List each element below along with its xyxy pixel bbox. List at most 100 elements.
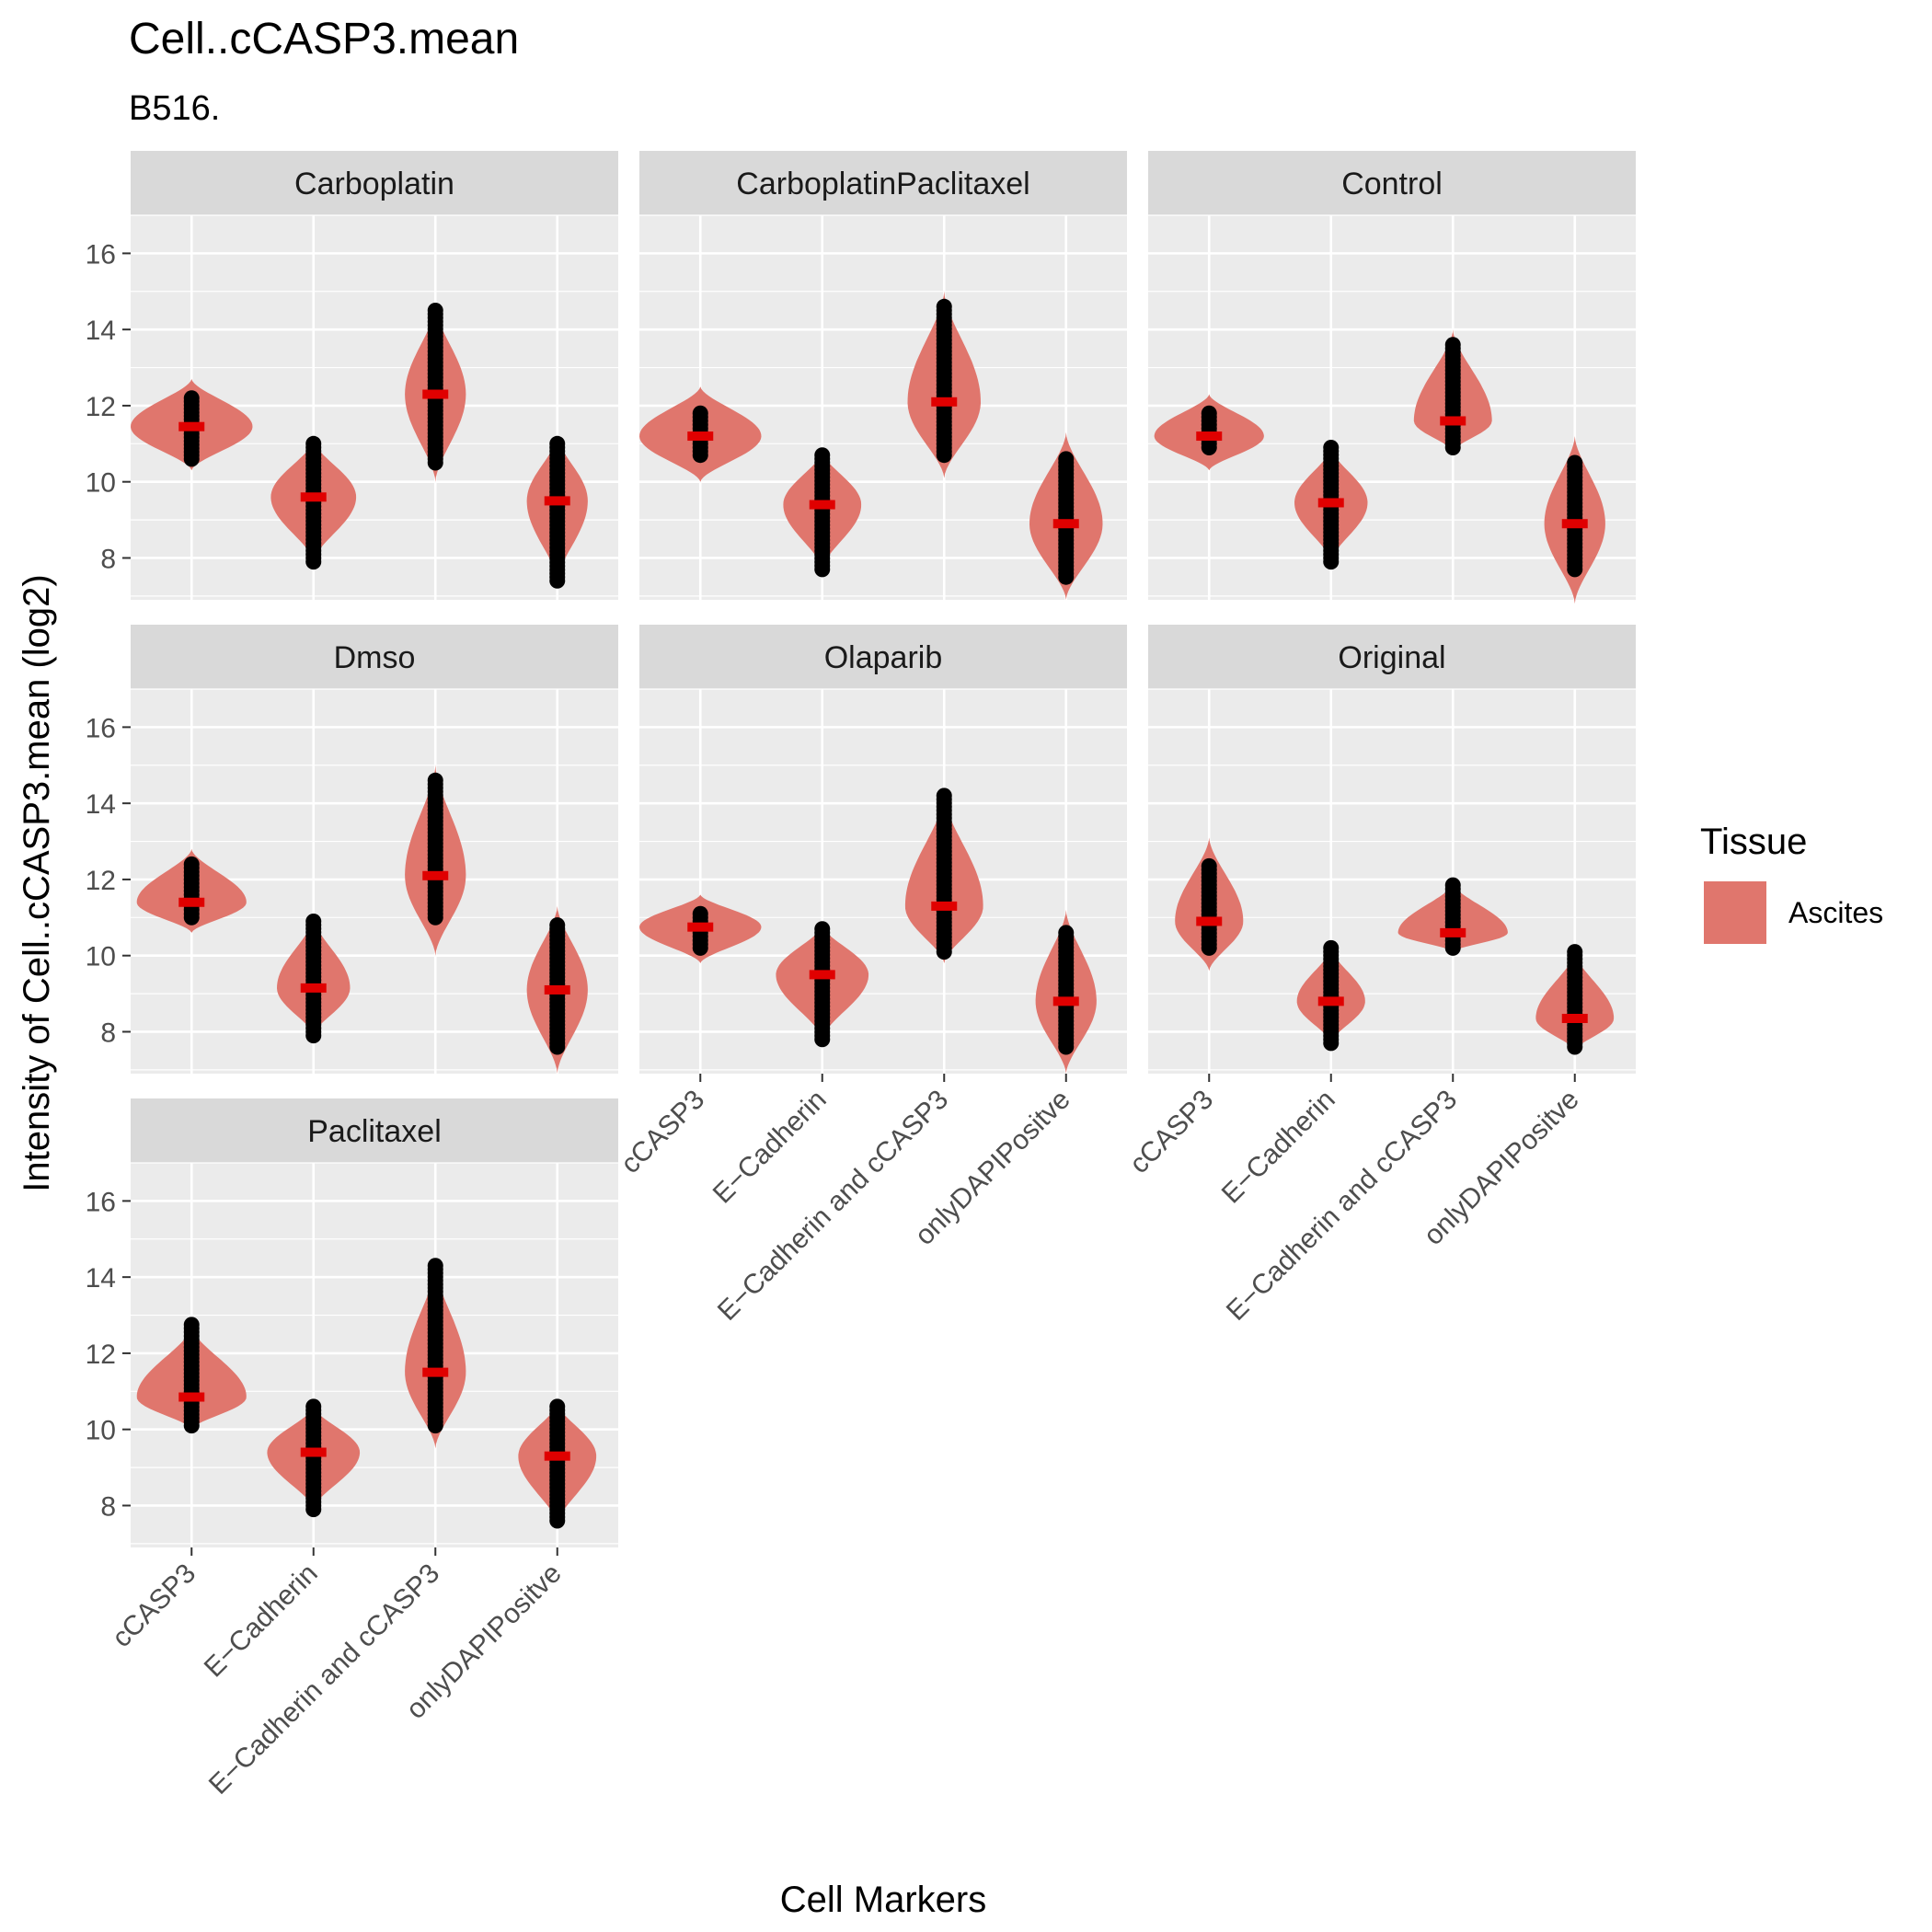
median-marker	[687, 431, 714, 442]
facet-paclitaxel: Paclitaxel 8 10 12 14 16 cCASP3E−CadherinE−Cad…	[86, 1098, 618, 1800]
facet-label: Carboplatin	[294, 167, 454, 201]
data-point	[305, 1028, 322, 1044]
median-marker	[1440, 927, 1466, 937]
facet-strip	[639, 625, 1127, 689]
point-cluster	[1201, 405, 1217, 455]
median-marker	[544, 984, 570, 995]
median-marker	[809, 970, 835, 980]
median-marker	[809, 500, 835, 510]
point-cluster	[814, 921, 831, 1048]
y-tick-label: 14	[86, 316, 116, 346]
point-cluster	[183, 1317, 200, 1434]
data-point	[936, 944, 952, 960]
facet-label: Paclitaxel	[307, 1114, 442, 1149]
facet-dmso: Dmso 8 10 12 14 16	[86, 625, 618, 1074]
median-marker	[1196, 431, 1223, 442]
median-marker	[1052, 519, 1079, 529]
y-tick-label: 8	[100, 1018, 116, 1048]
data-point	[1058, 569, 1075, 585]
median-marker	[1196, 916, 1223, 926]
y-tick-label: 12	[86, 866, 116, 896]
median-marker	[1317, 996, 1344, 1006]
data-point	[183, 451, 200, 467]
median-marker	[1317, 498, 1344, 508]
y-tick-label: 8	[100, 1491, 116, 1522]
data-point	[814, 561, 831, 578]
facets-layer: Carboplatin 8 10 12 14 16 CarboplatinPaclitaxe…	[86, 151, 1636, 1800]
point-cluster	[692, 905, 708, 956]
y-tick-label: 16	[86, 1187, 116, 1217]
facet-strip	[131, 1098, 618, 1163]
data-point	[427, 909, 443, 926]
median-marker	[178, 1392, 205, 1402]
y-tick-label: 16	[86, 713, 116, 743]
legend-label-ascites: Ascites	[1788, 896, 1883, 929]
median-marker	[178, 421, 205, 431]
facet-strip	[131, 625, 618, 689]
point-cluster	[936, 298, 952, 464]
facet-label: Olaparib	[824, 640, 943, 675]
point-cluster	[1058, 451, 1075, 585]
x-axis-title: Cell Markers	[780, 1880, 986, 1920]
median-marker	[300, 983, 327, 993]
data-point	[1444, 939, 1461, 956]
y-tick-label: 16	[86, 239, 116, 270]
y-tick-label: 14	[86, 1263, 116, 1294]
point-cluster	[1058, 925, 1075, 1055]
point-cluster	[1444, 337, 1461, 455]
median-marker	[544, 1451, 570, 1461]
x-tick-label: E−Cadherin and cCASP3	[203, 1558, 445, 1800]
legend-key-ascites	[1704, 881, 1766, 944]
x-tick-label: E−Cadherin	[199, 1558, 324, 1684]
facet-strip	[1148, 151, 1636, 215]
point-cluster	[305, 435, 322, 570]
x-tick-label: cCASP3	[1124, 1085, 1220, 1180]
point-cluster	[1323, 939, 1340, 1052]
data-point	[1323, 1035, 1340, 1052]
data-point	[549, 1512, 566, 1529]
x-tick-label: E−Cadherin and cCASP3	[1221, 1085, 1463, 1327]
facet-strip	[1148, 625, 1636, 689]
median-marker	[544, 496, 570, 506]
data-point	[549, 1039, 566, 1055]
y-tick-label: 10	[86, 1416, 116, 1446]
data-point	[692, 447, 708, 464]
x-tick-label: E−Cadherin	[1216, 1085, 1341, 1210]
data-point	[427, 1418, 443, 1434]
median-marker	[422, 389, 449, 399]
x-tick-label: E−Cadherin	[707, 1085, 833, 1210]
facet-strip	[131, 151, 618, 215]
point-cluster	[427, 303, 443, 471]
facet-label: Control	[1341, 167, 1443, 201]
median-marker	[687, 922, 714, 932]
data-point	[692, 939, 708, 956]
data-point	[1567, 1039, 1583, 1055]
data-point	[1323, 554, 1340, 570]
y-tick-label: 8	[100, 544, 116, 574]
point-cluster	[427, 1258, 443, 1434]
chart-subtitle: B516.	[129, 89, 220, 128]
point-cluster	[1567, 944, 1583, 1055]
facet-label: CarboplatinPaclitaxel	[736, 167, 1029, 201]
y-axis-title: Intensity of Cell..cCASP3.mean (log2)	[17, 574, 57, 1191]
median-marker	[931, 397, 958, 407]
point-cluster	[814, 447, 831, 578]
legend-title: Tissue	[1700, 822, 1807, 862]
median-marker	[1561, 519, 1588, 529]
y-tick-label: 10	[86, 942, 116, 972]
data-point	[549, 572, 566, 589]
data-point	[1567, 561, 1583, 578]
median-marker	[422, 870, 449, 880]
point-cluster	[936, 788, 952, 960]
point-cluster	[1444, 877, 1461, 956]
y-tick-label: 10	[86, 468, 116, 499]
y-tick-label: 14	[86, 789, 116, 820]
data-point	[1201, 939, 1217, 956]
data-point	[305, 1501, 322, 1518]
data-point	[1201, 440, 1217, 455]
point-cluster	[427, 772, 443, 926]
facet-strip	[639, 151, 1127, 215]
